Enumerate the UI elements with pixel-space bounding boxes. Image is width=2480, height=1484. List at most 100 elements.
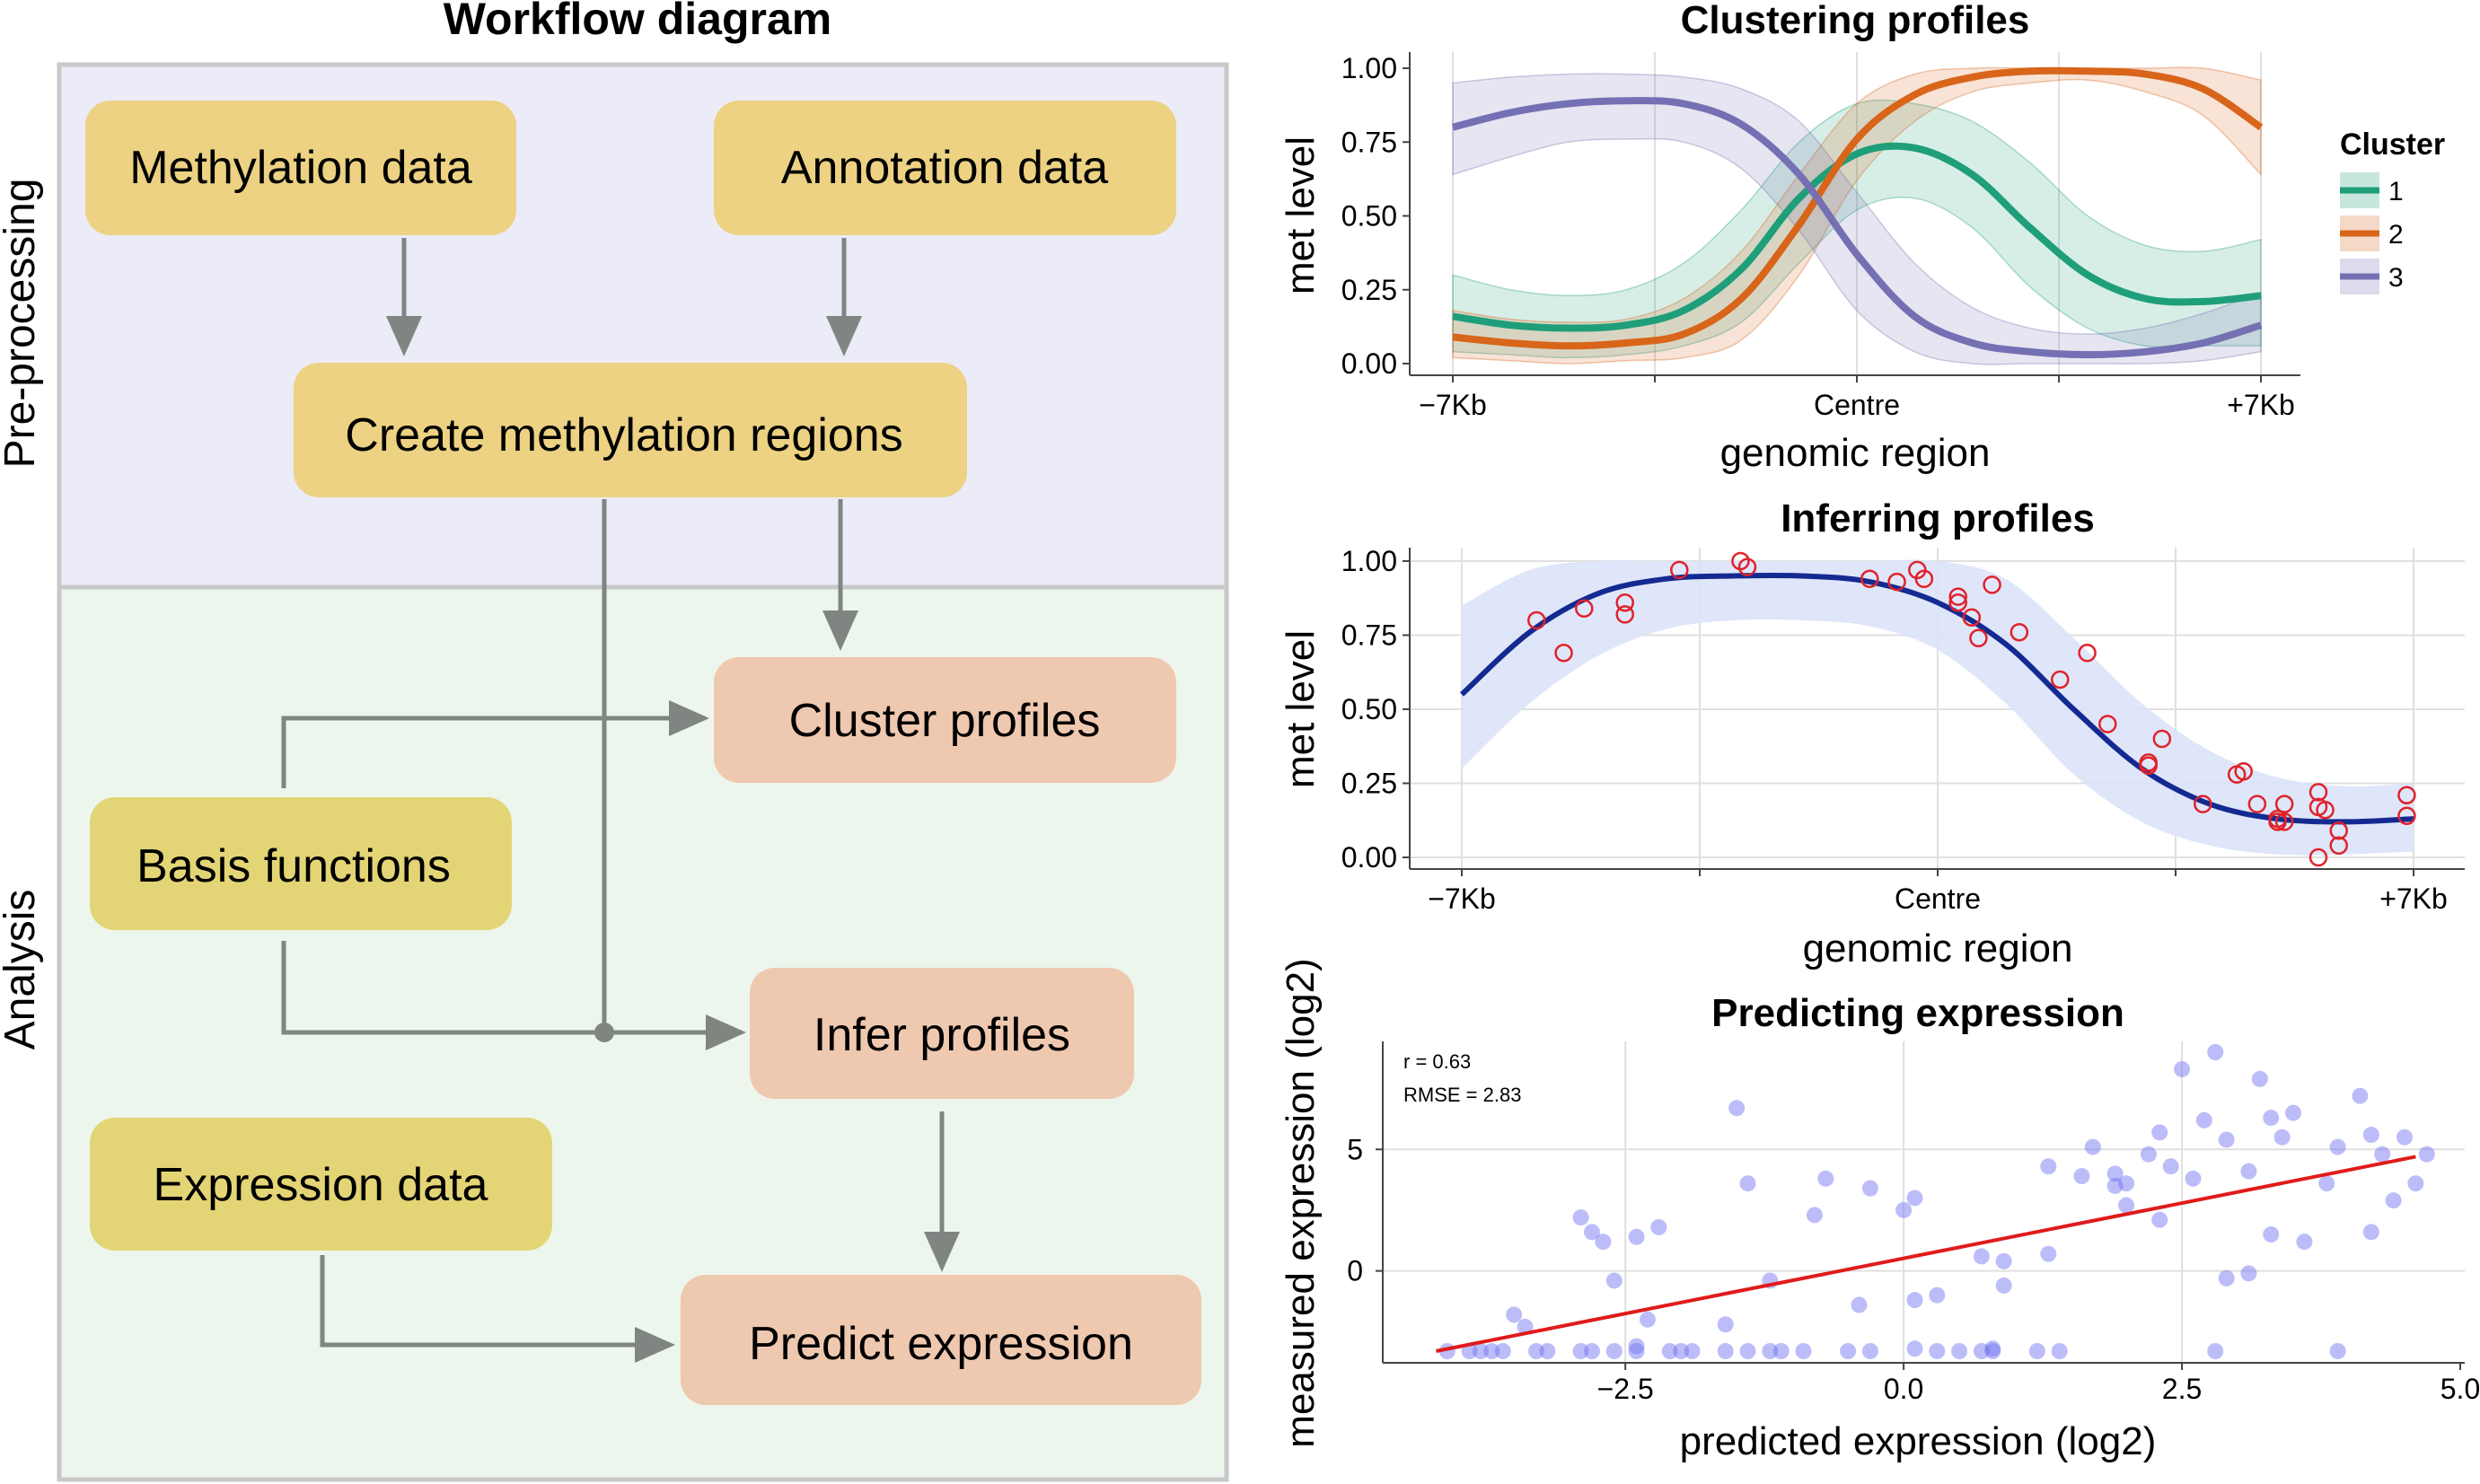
scatter-point: [2185, 1170, 2202, 1187]
x-tick-label: −7Kb: [1419, 389, 1487, 421]
x-tick-label: Centre: [1895, 882, 1981, 915]
observed-point: [1969, 628, 1988, 648]
scatter-point: [1840, 1343, 1857, 1359]
chart-clustering-profiles: 0.00 0.25 0.50 0.75 1.00 −7Kb Centre +7Kb Cluste…: [1279, 0, 2445, 475]
scatter-point: [1995, 1277, 2012, 1294]
x-axis-label: predicted expression (log2): [1680, 1419, 2157, 1463]
y-tick-label: 5: [1347, 1133, 1363, 1165]
observed-point: [1670, 560, 1689, 580]
ci-band-cluster-1: [1452, 99, 2262, 359]
scatter-point: [1984, 1340, 2001, 1357]
scatter-point: [2106, 1165, 2124, 1182]
y-tick-label: 0.50: [1341, 693, 1397, 725]
observed-point: [2139, 753, 2158, 772]
y-axis-label: measured expression (log2): [1279, 958, 1323, 1447]
node-create-regions: Create methylation regions: [294, 363, 967, 497]
node-expression-data: Expression data: [90, 1118, 552, 1251]
x-tick-label: +7Kb: [2227, 389, 2295, 421]
ci-band: [1462, 559, 2414, 856]
scatter-point: [2418, 1146, 2435, 1163]
y-tick-label: 0: [1347, 1255, 1363, 1287]
observed-point: [2316, 800, 2335, 820]
scatter-point: [1772, 1343, 1790, 1359]
scatter-point: [1717, 1316, 1734, 1333]
scatter-point: [1929, 1343, 1946, 1359]
x-axis-label: genomic region: [1803, 926, 2073, 970]
node-infer-profiles: Infer profiles: [750, 968, 1134, 1099]
node-label: Infer profiles: [813, 1009, 1070, 1061]
scatter-point: [1628, 1343, 1645, 1359]
scatter-point: [1906, 1340, 1923, 1357]
arrow-expression-to-predict: [320, 1255, 675, 1363]
scatter-point: [1605, 1272, 1623, 1289]
y-axis-label: met level: [1279, 630, 1323, 788]
scatter-point: [1739, 1343, 1756, 1359]
scatter-point: [1984, 1343, 2001, 1359]
scatter-point: [2073, 1168, 2090, 1185]
scatter-point: [1817, 1170, 1834, 1187]
observed-point: [2397, 806, 2416, 826]
observed-point: [2329, 821, 2348, 840]
scatter-point: [1861, 1343, 1878, 1359]
observed-point: [2274, 795, 2294, 813]
node-label: Annotation data: [781, 142, 1108, 194]
node-label: Basis functions: [136, 840, 451, 892]
scatter-point: [2352, 1087, 2369, 1104]
scatter-point: [2140, 1146, 2157, 1163]
node-methylation-data: Methylation data: [85, 101, 516, 235]
scatter-point: [1951, 1343, 1968, 1359]
observed-point: [2309, 783, 2328, 802]
scatter-point: [2263, 1110, 2280, 1127]
workflow-diagram: Workflow diagram Pre-processing Analysis…: [0, 0, 1229, 1482]
observed-point: [1527, 610, 1546, 630]
scatter-point: [2084, 1138, 2101, 1155]
line-cluster-3: [1452, 97, 2263, 359]
fitted-profile-line: [1459, 572, 2414, 825]
x-tick-label: +7Kb: [2379, 882, 2448, 915]
observed-point: [2152, 729, 2172, 749]
scatter-point: [2040, 1158, 2057, 1175]
workflow-title: Workflow diagram: [444, 0, 831, 44]
scatter-point: [1806, 1207, 1823, 1224]
section-label-analysis: Analysis: [0, 890, 44, 1050]
scatter-point: [2318, 1175, 2335, 1192]
scatter-point: [1739, 1175, 1756, 1192]
node-annotation-data: Annotation data: [714, 101, 1176, 235]
scatter-point: [2118, 1197, 2135, 1214]
scatter-point: [1995, 1252, 2012, 1269]
observed-point: [2247, 795, 2267, 813]
node-cluster-profiles: Cluster profiles: [714, 657, 1176, 783]
x-tick-label: 5.0: [2440, 1373, 2480, 1405]
scatter-point: [1795, 1343, 1812, 1359]
scatter-point: [2106, 1177, 2124, 1194]
scatter-point: [2407, 1175, 2424, 1192]
scatter-point: [1661, 1343, 1678, 1359]
legend-label: 1: [2388, 177, 2404, 206]
scatter-point: [2162, 1158, 2179, 1175]
observed-point: [1554, 644, 1573, 663]
scatter-point: [1673, 1343, 1690, 1359]
rmse-annotation: RMSE = 2.83: [1403, 1084, 1521, 1106]
scatter-point: [2207, 1044, 2224, 1060]
legend-title: Cluster: [2340, 127, 2445, 162]
observed-point: [1615, 605, 1634, 624]
scatter-point: [1906, 1292, 1923, 1309]
scatter-point: [2151, 1211, 2168, 1228]
x-tick-label: −2.5: [1597, 1373, 1654, 1405]
scatter-point: [2273, 1128, 2291, 1146]
scatter-point: [2218, 1269, 2235, 1286]
observed-point: [2329, 836, 2348, 856]
observed-point: [2078, 644, 2097, 663]
scatter-point: [2329, 1343, 2346, 1359]
node-label: Methylation data: [129, 142, 472, 194]
scatter-point: [1494, 1343, 1511, 1359]
scatter-point: [1539, 1343, 1556, 1359]
legend-label: 2: [2388, 220, 2404, 250]
chart-title: Predicting expression: [1711, 991, 2124, 1035]
arrow-basis-to-infer: [281, 941, 746, 1050]
observed-point: [1983, 575, 2001, 594]
observed-point: [2194, 795, 2212, 813]
ci-band-cluster-3: [1452, 73, 2262, 365]
scatter-point: [2051, 1343, 2068, 1359]
y-axis-label: met level: [1279, 136, 1323, 294]
